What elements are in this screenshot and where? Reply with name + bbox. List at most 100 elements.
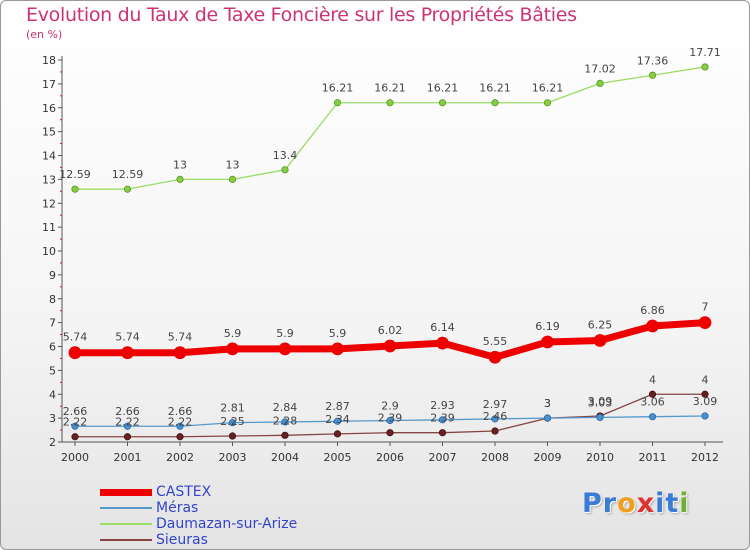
data-label-castex: 5.74 bbox=[115, 331, 140, 344]
data-point-daumazan-sur-arize bbox=[543, 99, 552, 107]
proxiti-logo: Proxiti bbox=[582, 488, 690, 519]
data-label-meras: 3.09 bbox=[693, 395, 718, 408]
legend-swatch bbox=[100, 507, 152, 509]
logo-letter: o bbox=[617, 488, 637, 519]
data-label-sieuras: 3 bbox=[544, 397, 551, 410]
data-point-castex bbox=[173, 346, 187, 360]
data-label-meras: 2.97 bbox=[483, 398, 508, 411]
data-label-castex: 5.9 bbox=[276, 327, 294, 340]
data-label-daumazan-sur-arize: 13 bbox=[226, 158, 240, 171]
data-label-meras: 3.03 bbox=[588, 396, 613, 409]
data-label-castex: 5.9 bbox=[329, 327, 347, 340]
data-label-sieuras: 2.34 bbox=[325, 413, 350, 426]
data-point-daumazan-sur-arize bbox=[701, 63, 709, 71]
data-point-meras bbox=[596, 413, 604, 422]
logo-letter: i bbox=[679, 488, 690, 519]
y-tick-label: 9 bbox=[49, 269, 56, 282]
data-label-sieuras: 2.39 bbox=[430, 412, 455, 425]
data-point-daumazan-sur-arize bbox=[438, 99, 447, 107]
data-label-sieuras: 4 bbox=[649, 373, 656, 386]
data-point-meras bbox=[701, 412, 709, 420]
data-label-sieuras: 2.28 bbox=[273, 414, 298, 427]
y-tick-label: 13 bbox=[42, 173, 56, 186]
data-point-daumazan-sur-arize bbox=[648, 71, 657, 79]
data-point-daumazan-sur-arize bbox=[281, 166, 289, 174]
data-label-daumazan-sur-arize: 17.71 bbox=[689, 46, 721, 59]
y-tick-label: 4 bbox=[49, 388, 56, 401]
data-label-daumazan-sur-arize: 13.4 bbox=[273, 149, 298, 162]
data-point-meras bbox=[123, 422, 132, 430]
data-point-daumazan-sur-arize bbox=[228, 175, 237, 183]
y-tick-label: 7 bbox=[49, 317, 56, 330]
data-point-castex bbox=[488, 350, 502, 364]
data-label-daumazan-sur-arize: 16.21 bbox=[374, 82, 406, 95]
y-tick-label: 17 bbox=[42, 78, 56, 91]
y-tick-label: 12 bbox=[42, 197, 56, 210]
data-label-daumazan-sur-arize: 17.36 bbox=[637, 54, 669, 67]
data-label-sieuras: 2.39 bbox=[378, 412, 403, 425]
data-label-castex: 6.02 bbox=[378, 324, 403, 337]
data-point-castex bbox=[121, 346, 134, 360]
y-tick-label: 14 bbox=[42, 150, 56, 163]
x-tick-label: 2010 bbox=[586, 451, 614, 464]
data-point-castex bbox=[278, 342, 292, 356]
y-tick-label: 11 bbox=[42, 221, 56, 234]
data-label-castex: 5.74 bbox=[168, 331, 193, 344]
data-point-daumazan-sur-arize bbox=[596, 79, 604, 87]
data-label-daumazan-sur-arize: 13 bbox=[173, 158, 187, 171]
x-tick-label: 2004 bbox=[271, 451, 299, 464]
chart-subtitle: (en %) bbox=[26, 28, 63, 41]
data-point-castex bbox=[68, 346, 82, 360]
data-label-castex: 5.9 bbox=[224, 327, 242, 340]
data-point-meras bbox=[491, 415, 499, 423]
data-point-meras bbox=[648, 413, 657, 421]
data-point-daumazan-sur-arize bbox=[71, 185, 79, 193]
logo-letter: r bbox=[602, 488, 618, 519]
legend-swatch bbox=[100, 539, 152, 541]
y-tick-label: 6 bbox=[49, 341, 56, 354]
y-tick-label: 15 bbox=[42, 126, 56, 139]
y-tick-label: 3 bbox=[49, 412, 56, 425]
x-tick-label: 2006 bbox=[376, 451, 404, 464]
legend-swatch bbox=[100, 523, 152, 525]
legend-label: Méras bbox=[156, 500, 199, 516]
data-point-sieuras bbox=[176, 433, 184, 441]
legend-label: Daumazan-sur-Arize bbox=[156, 516, 298, 532]
y-tick-label: 10 bbox=[42, 245, 56, 258]
y-tick-label: 5 bbox=[49, 364, 56, 377]
data-point-castex bbox=[331, 342, 344, 356]
data-label-daumazan-sur-arize: 12.59 bbox=[112, 168, 144, 181]
data-label-castex: 5.55 bbox=[483, 335, 508, 348]
logo-letter: t bbox=[665, 488, 680, 519]
data-label-meras: 2.81 bbox=[220, 402, 245, 415]
data-label-meras: 2.87 bbox=[325, 400, 350, 413]
data-label-castex: 6.86 bbox=[640, 304, 665, 317]
data-label-daumazan-sur-arize: 12.59 bbox=[59, 168, 91, 181]
data-point-sieuras bbox=[333, 430, 342, 438]
data-label-daumazan-sur-arize: 16.21 bbox=[479, 82, 511, 95]
y-tick-label: 18 bbox=[42, 54, 56, 67]
data-label-daumazan-sur-arize: 16.21 bbox=[322, 82, 354, 95]
data-label-daumazan-sur-arize: 16.21 bbox=[427, 82, 459, 95]
data-point-daumazan-sur-arize bbox=[333, 99, 342, 107]
data-label-castex: 6.14 bbox=[430, 321, 455, 334]
data-label-sieuras: 2.25 bbox=[220, 415, 245, 428]
data-label-meras: 2.66 bbox=[115, 405, 140, 418]
logo-letter: P bbox=[582, 488, 603, 519]
data-point-meras bbox=[438, 416, 447, 424]
y-tick-label: 8 bbox=[49, 293, 56, 306]
data-point-meras bbox=[333, 417, 342, 425]
data-point-sieuras bbox=[491, 427, 499, 435]
data-label-sieuras: 3.09 bbox=[588, 395, 613, 408]
data-label-sieuras: 4 bbox=[702, 373, 709, 386]
data-label-meras: 3.06 bbox=[640, 396, 665, 409]
x-tick-label: 2003 bbox=[219, 451, 247, 464]
chart-axes: 2 3 4 5 6 7 8 9 10 11 12 13 14 15 16 17 18 2000 2001 2002 20… bbox=[42, 54, 723, 464]
x-tick-label: 2007 bbox=[429, 451, 457, 464]
data-point-daumazan-sur-arize bbox=[386, 99, 394, 107]
data-label-meras: 2.9 bbox=[381, 400, 399, 413]
data-point-castex bbox=[646, 319, 659, 333]
data-point-meras bbox=[228, 419, 237, 427]
data-point-sieuras bbox=[228, 432, 237, 440]
